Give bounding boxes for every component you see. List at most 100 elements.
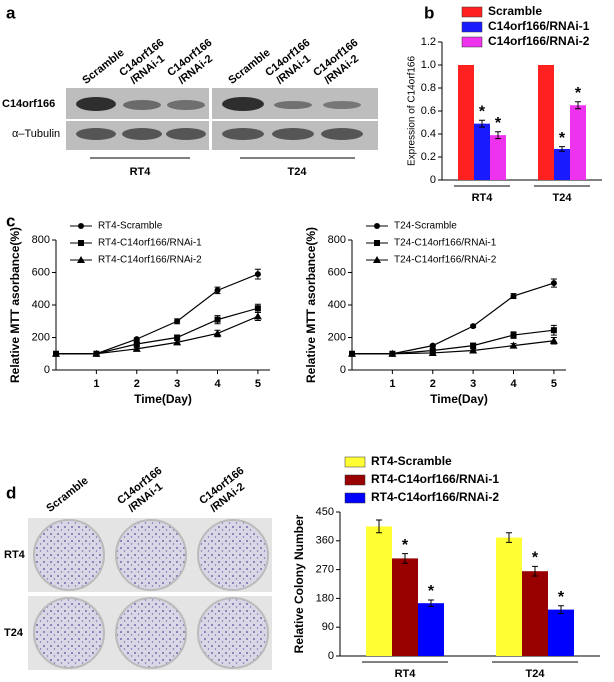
line [56, 307, 259, 355]
legend-marker [78, 223, 84, 229]
significance-mark: * [559, 130, 566, 147]
legend-swatch [461, 6, 483, 18]
legend-swatch [461, 21, 483, 33]
marker [254, 305, 261, 312]
bar [554, 148, 570, 180]
marker [132, 344, 141, 352]
blot-bands [76, 97, 363, 140]
y-tick-label: 0 [328, 650, 334, 662]
bar [490, 135, 506, 180]
line [352, 340, 554, 355]
marker [174, 334, 181, 341]
x-tick-label: 4 [214, 378, 221, 390]
y-axis-label: Relative MTT asorbance(%) [8, 227, 22, 383]
legend-marker [77, 256, 85, 263]
y-tick-label: 0.6 [421, 105, 436, 117]
line [56, 315, 259, 355]
column-label: C14orf166/RNAi-2 [197, 465, 254, 517]
error-bar [506, 532, 512, 543]
significance-mark: * [479, 103, 486, 120]
marker [429, 342, 436, 349]
y-tick-label: 200 [328, 331, 346, 343]
y-tick-label: 0 [44, 364, 50, 376]
legend-label: RT4-C14orf166/RNAi-2 [98, 255, 202, 266]
line [56, 273, 259, 355]
marker [550, 280, 557, 287]
y-axis-label: Relative MTT asorbance(%) [304, 227, 318, 383]
marker [253, 312, 262, 320]
y-tick-label: 0.8 [421, 82, 436, 94]
bar [366, 526, 392, 656]
error-bar [532, 565, 538, 577]
y-axis-label: Relative Colony Number [292, 514, 306, 653]
marker [549, 336, 558, 344]
y-tick-label: 400 [328, 299, 346, 311]
y-tick-label: 600 [32, 266, 50, 278]
x-tick-label: 5 [551, 378, 557, 390]
x-axis-label: Time(Day) [430, 392, 488, 406]
x-tick-label: 5 [255, 378, 261, 390]
x-tick-label: 2 [430, 378, 436, 390]
bar [570, 105, 586, 180]
blot-group-label: T24 [288, 166, 308, 178]
line [352, 282, 555, 355]
y-tick-label: 800 [328, 234, 346, 246]
marker [509, 341, 518, 349]
y-tick-label: 1.0 [421, 59, 436, 71]
marker [133, 336, 140, 343]
marker [348, 349, 356, 357]
y-tick-label: 600 [328, 266, 346, 278]
x-tick-label: RT4 [472, 192, 494, 204]
y-tick-label: 0 [430, 174, 436, 186]
legend-label: T24-Scramble [394, 221, 457, 232]
error-bar [575, 101, 581, 110]
significance-mark: * [558, 589, 565, 606]
y-tick-label: 800 [32, 234, 50, 246]
marker [254, 271, 261, 278]
bar [538, 65, 554, 180]
bar [392, 558, 418, 656]
bar [474, 123, 490, 180]
legend-label: RT4-C14orf166/RNAi-1 [98, 238, 202, 249]
x-tick-label: T24 [526, 668, 546, 680]
significance-mark: * [402, 537, 409, 554]
marker [510, 332, 517, 339]
y-tick-label: 0.2 [421, 151, 436, 163]
marker [388, 349, 397, 357]
panel-label: b [424, 3, 434, 22]
bar [496, 537, 522, 656]
significance-mark: * [575, 85, 582, 102]
marker [428, 348, 437, 356]
legend-swatch [461, 36, 483, 48]
marker [469, 346, 478, 354]
marker [470, 323, 477, 330]
y-axis-label: Expression of C14orf166 [407, 56, 418, 167]
blot-row-label: α–Tubulin [12, 128, 60, 140]
error-bar [479, 119, 485, 128]
x-axis-label: Time(Day) [134, 392, 192, 406]
legend-label: C14orf166/RNAi-1 [488, 19, 590, 33]
error-bar [376, 519, 382, 534]
marker [550, 327, 557, 334]
y-tick-label: 1.2 [421, 36, 436, 48]
marker [214, 316, 221, 323]
panel-label: c [6, 211, 15, 230]
lane-label: C14orf166/RNAi-2 [165, 37, 222, 89]
legend-label: Scramble [488, 4, 542, 18]
y-tick-label: 360 [316, 535, 334, 547]
y-tick-label: 0.4 [421, 128, 436, 140]
x-tick-label: 2 [134, 378, 140, 390]
legend-swatch [344, 456, 366, 468]
y-tick-label: 0 [340, 364, 346, 376]
bar [418, 603, 444, 656]
legend-label: T24-C14orf166/RNAi-2 [394, 255, 497, 266]
marker [173, 338, 182, 346]
lane-label: C14orf166/RNAi-1 [263, 37, 320, 89]
bar [548, 609, 574, 656]
panel-label: d [6, 483, 16, 502]
marker [92, 349, 101, 357]
marker [510, 293, 517, 300]
blot-row-label: C14orf166 [2, 98, 55, 110]
legend-swatch [344, 492, 366, 504]
